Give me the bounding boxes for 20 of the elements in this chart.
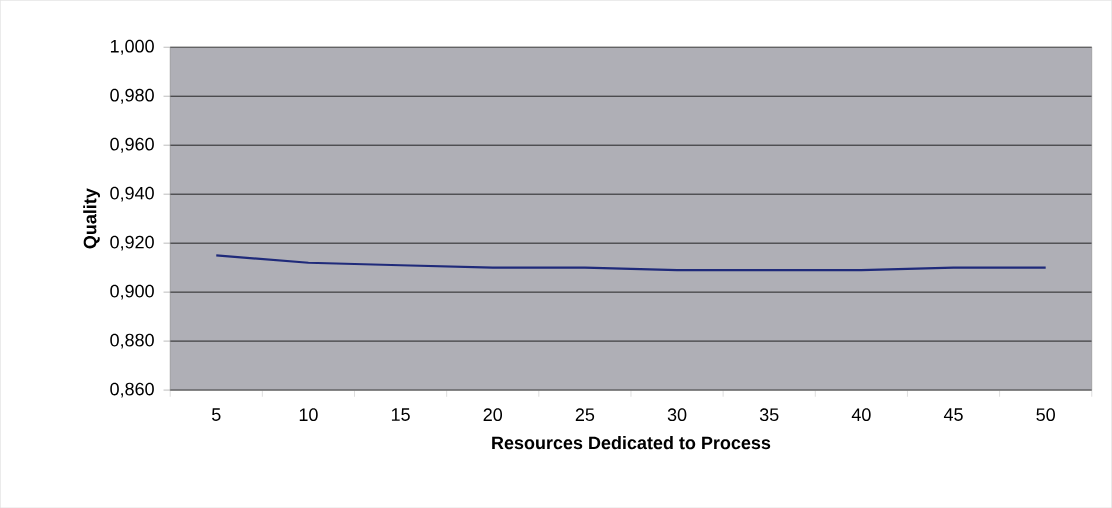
x-tick-label: 35 <box>759 408 779 421</box>
y-tick-label: 0,900 <box>110 284 154 300</box>
x-tick-label: 45 <box>943 408 963 421</box>
y-tick-label: 0,940 <box>110 186 154 202</box>
y-axis-title: Quality <box>83 188 100 249</box>
y-tick-label: 0,980 <box>110 88 154 104</box>
y-tick-label: 0,880 <box>110 333 154 349</box>
x-tick-label: 30 <box>667 408 687 421</box>
y-tick-label: 1,000 <box>110 39 154 55</box>
x-axis-title: Resources Dedicated to Process <box>492 435 771 450</box>
y-tick-label: 0,860 <box>110 382 154 398</box>
x-tick-label: 20 <box>483 408 503 421</box>
y-tick-label: 0,920 <box>110 235 154 251</box>
x-tick-label: 15 <box>391 408 410 421</box>
x-tick-label: 10 <box>299 408 318 421</box>
x-tick-label: 40 <box>851 408 871 421</box>
x-tick-label: 25 <box>575 408 595 421</box>
x-tick-label: 5 <box>211 408 221 421</box>
x-tick-label: 50 <box>1036 408 1055 421</box>
y-tick-label: 0,960 <box>110 137 154 153</box>
